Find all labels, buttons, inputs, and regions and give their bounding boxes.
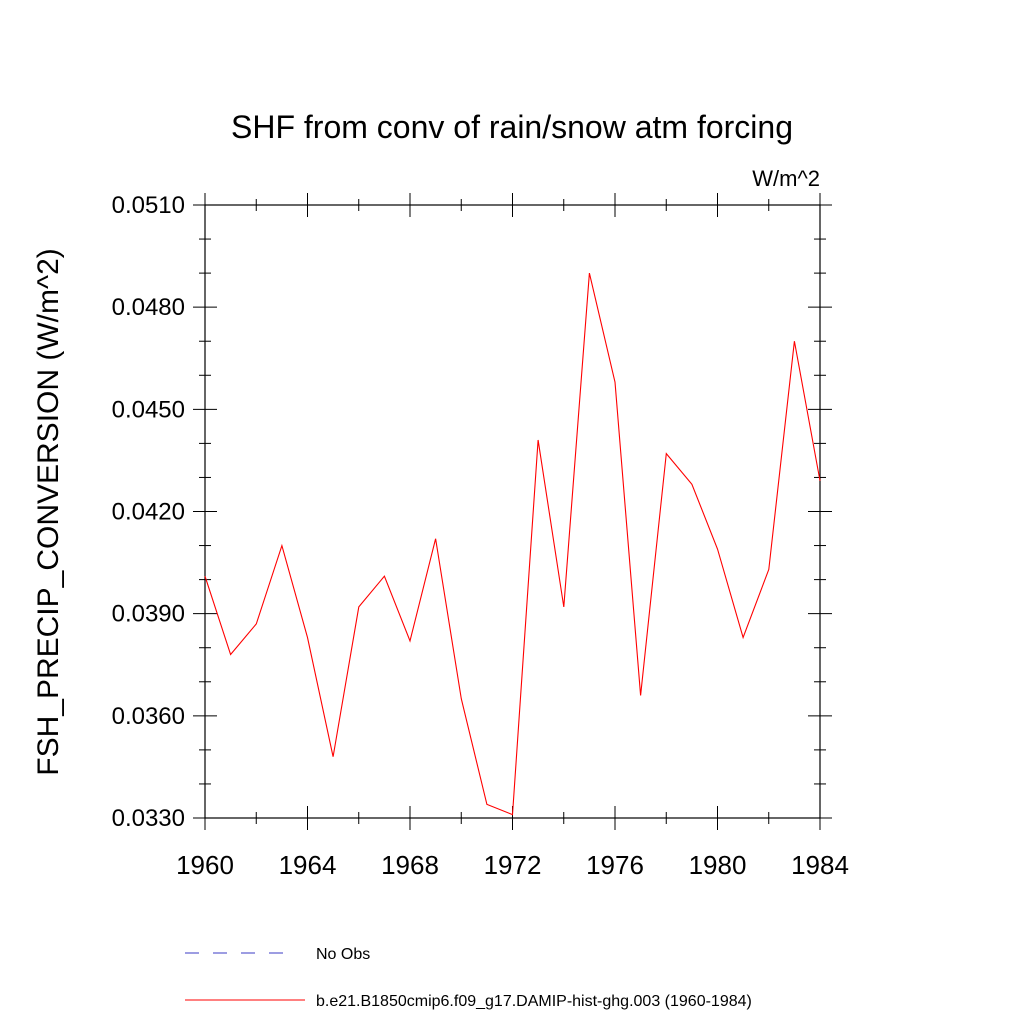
series-line-0 [204,272,821,816]
legend-label-0: No Obs [316,946,370,963]
y-tick-label: 0.0420 [112,499,185,526]
legend: No Obs b.e21.B1850cmip6.f09_g17.DAMIP-his… [185,946,752,1010]
chart-title: SHF from conv of rain/snow atm forcing [231,109,793,145]
x-tick-label: 1968 [381,850,439,880]
x-tick-label: 1984 [791,850,849,880]
x-tick-label: 1980 [689,850,747,880]
legend-label-1: b.e21.B1850cmip6.f09_g17.DAMIP-hist-ghg.… [316,993,752,1010]
y-tick-label: 0.0360 [112,703,185,730]
y-tick-label: 0.0330 [112,805,185,832]
plot-frame [204,204,821,819]
x-tick-label: 1972 [484,850,542,880]
data-series [204,272,821,816]
units-label: W/m^2 [752,166,820,191]
x-tick-label: 1960 [176,850,234,880]
y-tick-label: 0.0510 [112,192,185,219]
y-tick-label: 0.0390 [112,601,185,628]
x-tick-label: 1976 [586,850,644,880]
y-tick-label: 0.0450 [112,396,185,423]
axes: 0.0330 0.0360 0.0390 0.0420 0.0450 0.0480 0.05… [112,192,849,880]
x-tick-label: 1964 [279,850,337,880]
y-tick-label: 0.0480 [112,294,185,321]
y-axis-label: FSH_PRECIP_CONVERSION (W/m^2) [32,248,65,775]
